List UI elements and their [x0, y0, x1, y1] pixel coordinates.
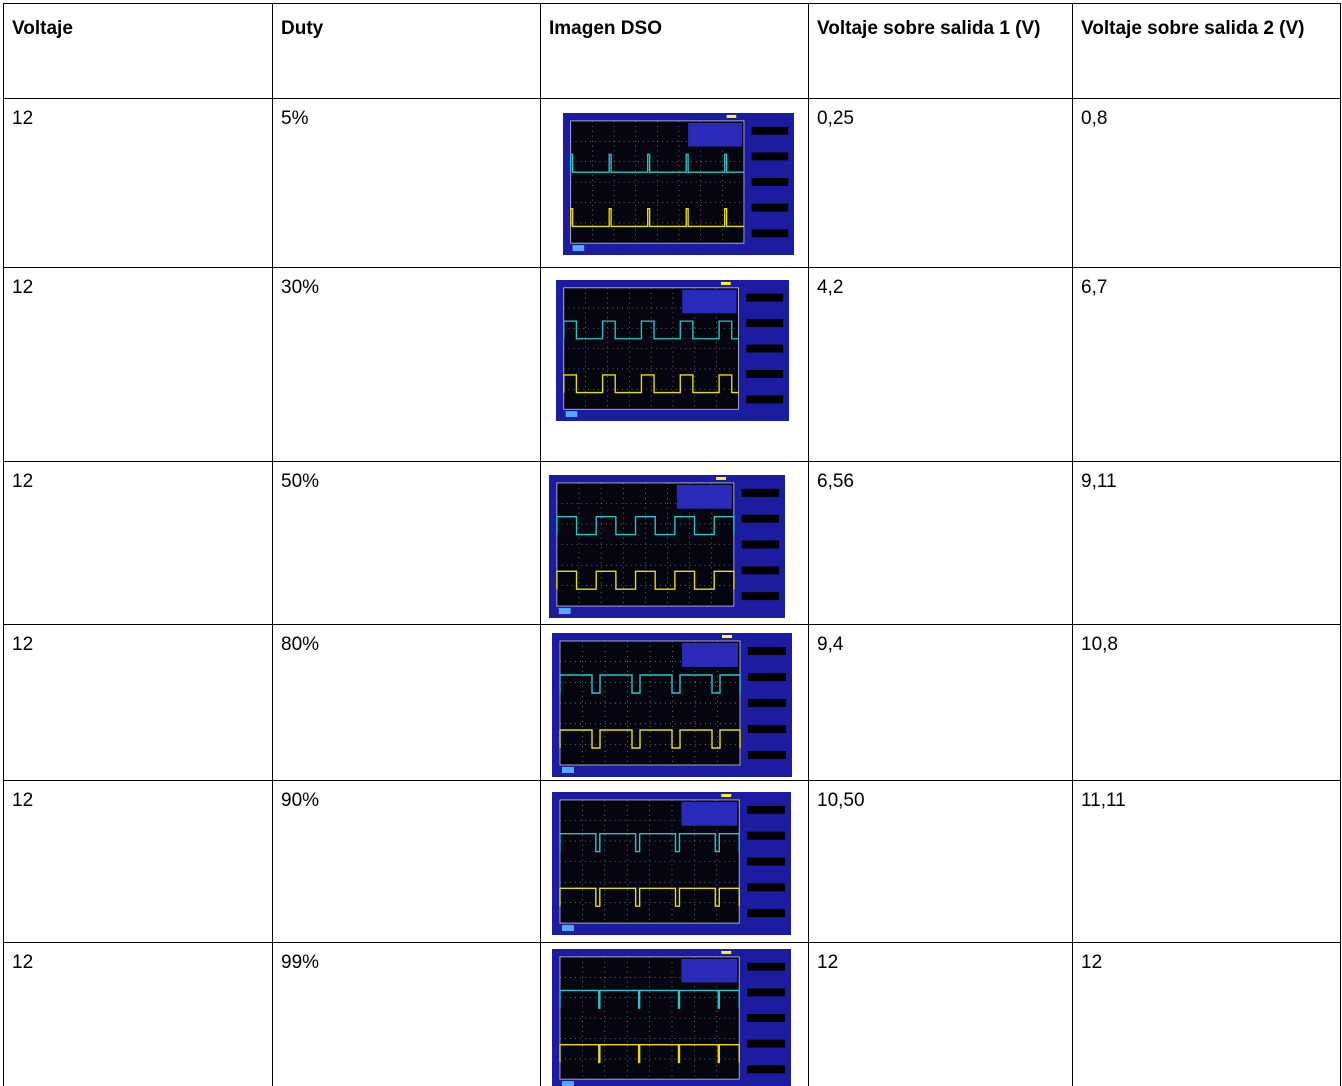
- header-cell: Voltaje: [4, 4, 273, 99]
- dso-info: [682, 643, 738, 667]
- dso-status: [559, 608, 571, 614]
- dso-button: [752, 127, 789, 135]
- dso-trigger: [721, 282, 731, 285]
- dso-button: [746, 319, 783, 327]
- dso-button: [746, 370, 783, 378]
- dso-info: [677, 485, 732, 509]
- dso-info: [688, 123, 742, 147]
- dso-button: [747, 963, 785, 971]
- dso-button: [747, 909, 785, 917]
- dso-trigger: [716, 477, 726, 480]
- dso-status: [562, 925, 574, 931]
- dso-button: [747, 1065, 785, 1073]
- dso-image: [552, 633, 792, 777]
- output2-cell: 6,7: [1073, 268, 1341, 462]
- dso-info: [681, 802, 737, 826]
- dso-status: [562, 1081, 574, 1086]
- output2-cell: 11,11: [1073, 781, 1341, 943]
- image-cell: [541, 781, 809, 943]
- header-cell: Voltaje sobre salida 2 (V): [1073, 4, 1341, 99]
- dso-button: [748, 751, 786, 759]
- dso-button: [747, 832, 785, 840]
- image-cell: [541, 462, 809, 625]
- dso-status: [562, 767, 574, 773]
- header-cell: Duty: [273, 4, 541, 99]
- dso-button: [748, 673, 786, 681]
- dso-image: [549, 475, 785, 618]
- dso-button: [747, 883, 785, 891]
- dso-info: [681, 959, 737, 983]
- dso-status: [566, 411, 578, 417]
- output2-cell: 0,8: [1073, 99, 1341, 268]
- image-cell: [541, 99, 809, 268]
- duty-cell: 50%: [273, 462, 541, 625]
- dso-button: [742, 541, 779, 549]
- dso-button: [747, 1014, 785, 1022]
- dso-button: [747, 1040, 785, 1048]
- dso-trigger: [727, 115, 737, 118]
- output1-cell: 0,25: [809, 99, 1073, 268]
- dso-button: [752, 178, 789, 186]
- output2-cell: 12: [1073, 943, 1341, 1086]
- output1-cell: 4,2: [809, 268, 1073, 462]
- duty-cell: 90%: [273, 781, 541, 943]
- dso-image: [563, 113, 794, 255]
- dso-image: [552, 792, 791, 935]
- output1-cell: 6,56: [809, 462, 1073, 625]
- dso-image: [556, 280, 789, 421]
- dso-status: [573, 245, 585, 251]
- image-cell: [541, 943, 809, 1086]
- output1-cell: 12: [809, 943, 1073, 1086]
- dso-button: [742, 515, 779, 523]
- dso-trigger: [722, 635, 732, 638]
- header-cell: Imagen DSO: [541, 4, 809, 99]
- dso-button: [742, 592, 779, 600]
- image-cell: [541, 625, 809, 781]
- dso-button: [748, 699, 786, 707]
- dso-button: [748, 647, 786, 655]
- dso-button: [742, 489, 779, 497]
- voltage-cell: 12: [4, 625, 273, 781]
- image-cell: [541, 268, 809, 462]
- voltage-cell: 12: [4, 943, 273, 1086]
- output2-cell: 10,8: [1073, 625, 1341, 781]
- output1-cell: 9,4: [809, 625, 1073, 781]
- voltage-cell: 12: [4, 781, 273, 943]
- dso-trigger: [721, 794, 731, 797]
- duty-cell: 99%: [273, 943, 541, 1086]
- output2-cell: 9,11: [1073, 462, 1341, 625]
- page: VoltajeDutyImagen DSOVoltaje sobre salid…: [0, 0, 1342, 1086]
- dso-button: [746, 345, 783, 353]
- dso-image: [552, 949, 791, 1086]
- dso-button: [752, 229, 789, 237]
- dso-info: [682, 290, 736, 314]
- dso-button: [747, 806, 785, 814]
- dso-button: [747, 858, 785, 866]
- dso-button: [747, 988, 785, 996]
- voltage-cell: 12: [4, 99, 273, 268]
- dso-button: [752, 152, 789, 160]
- dso-button: [746, 294, 783, 302]
- header-cell: Voltaje sobre salida 1 (V): [809, 4, 1073, 99]
- dso-button: [746, 396, 783, 404]
- dso-trigger: [721, 951, 731, 954]
- voltage-cell: 12: [4, 268, 273, 462]
- voltage-cell: 12: [4, 462, 273, 625]
- dso-button: [752, 204, 789, 212]
- dso-button: [742, 566, 779, 574]
- duty-cell: 80%: [273, 625, 541, 781]
- duty-cell: 30%: [273, 268, 541, 462]
- dso-button: [748, 725, 786, 733]
- output1-cell: 10,50: [809, 781, 1073, 943]
- duty-cell: 5%: [273, 99, 541, 268]
